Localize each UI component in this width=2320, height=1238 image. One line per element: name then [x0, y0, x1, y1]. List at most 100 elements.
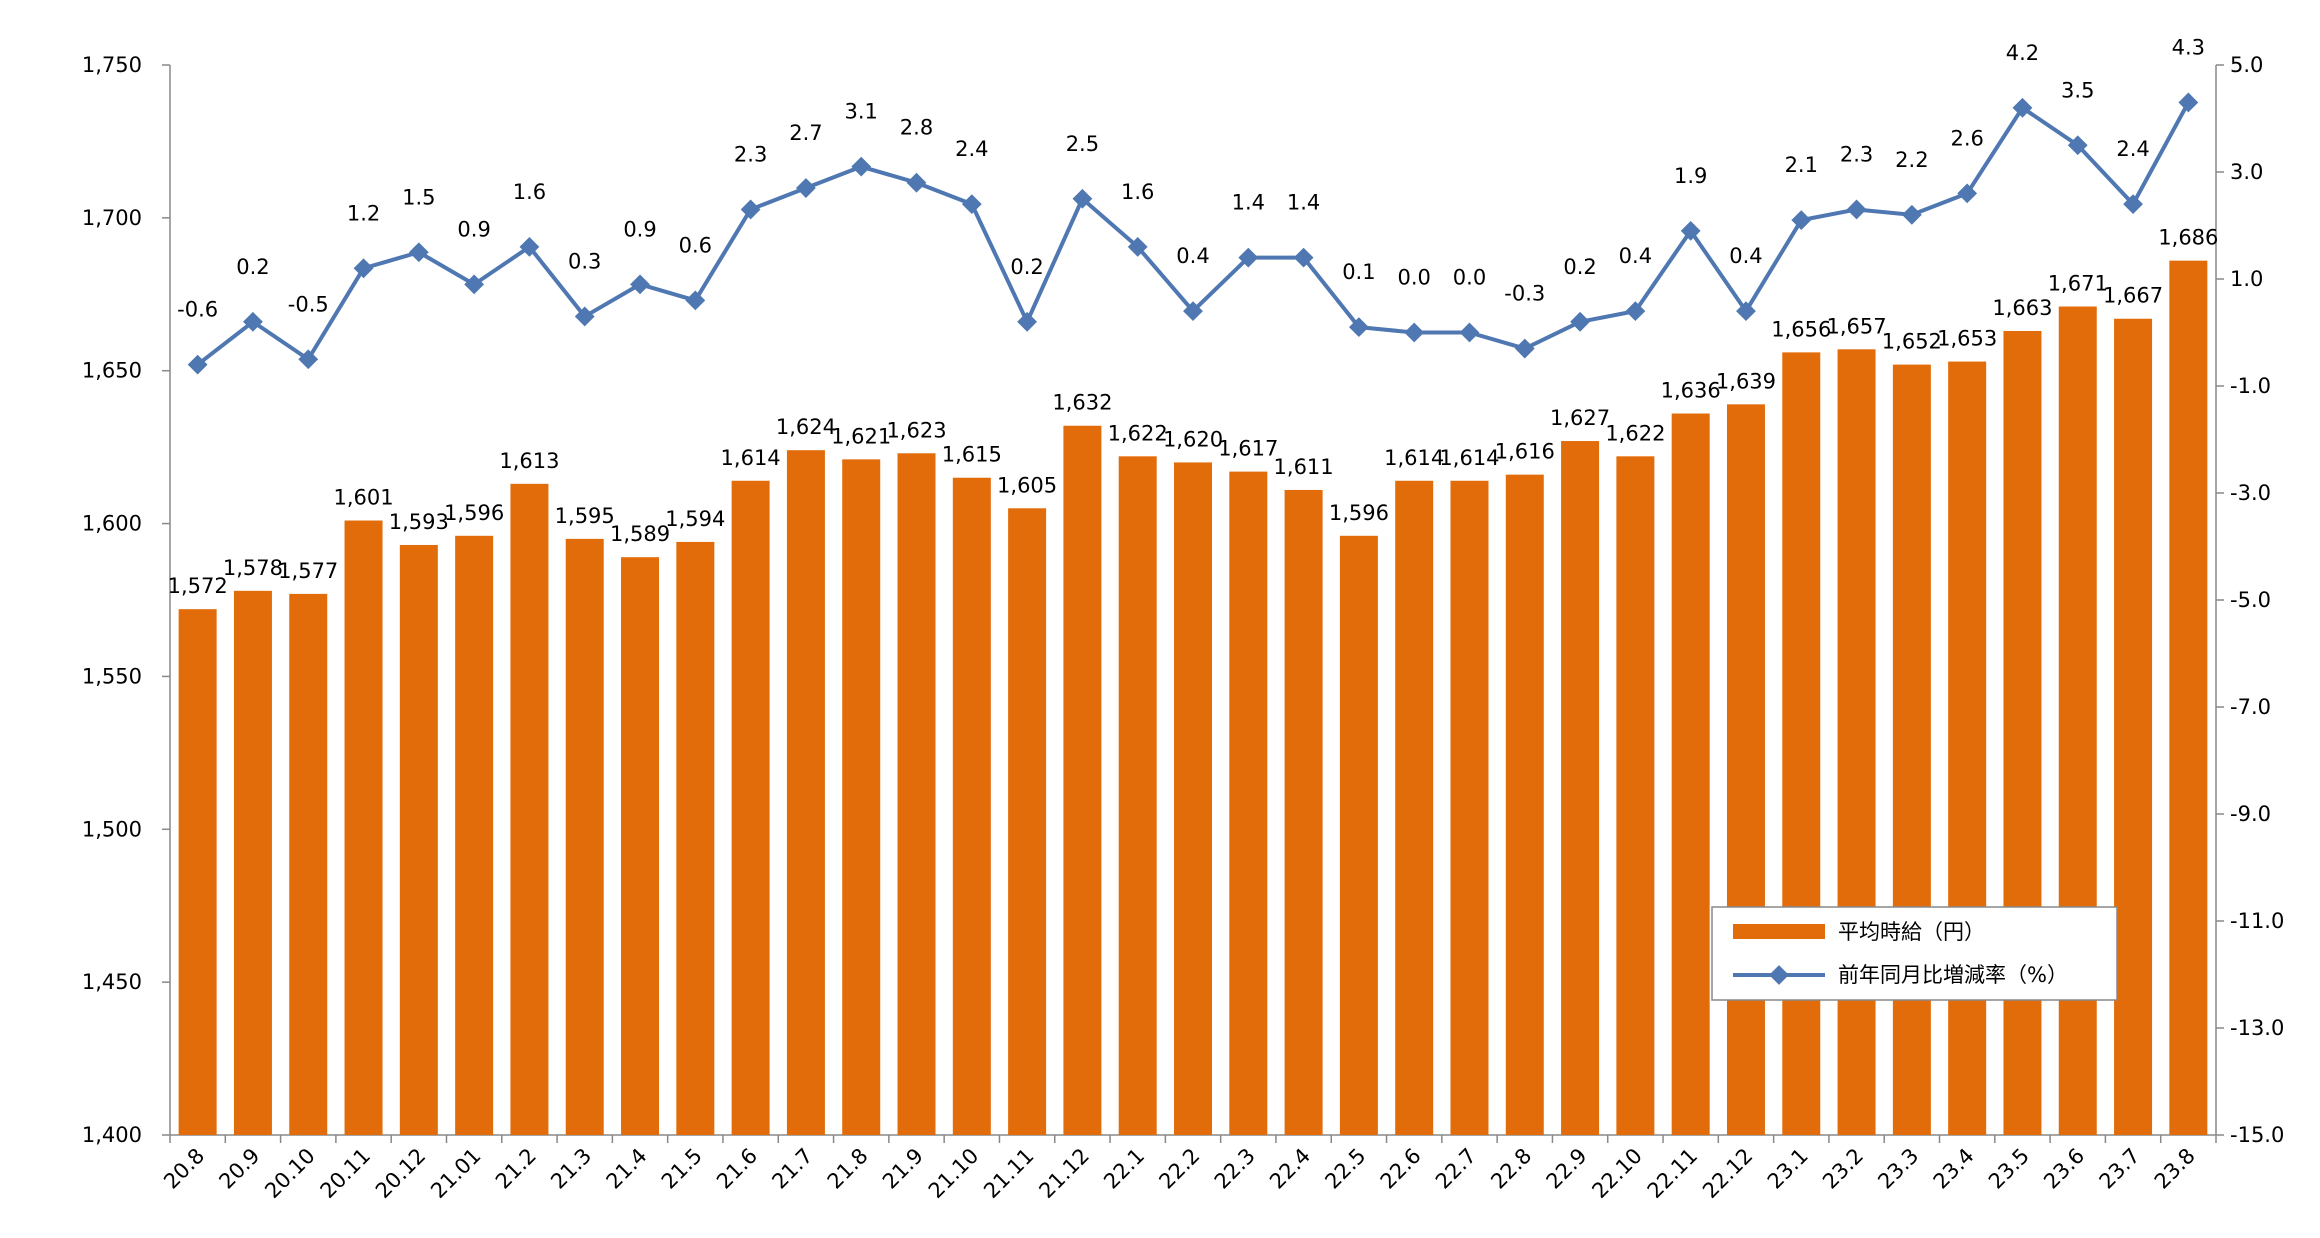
line-point	[574, 306, 595, 327]
bar-value-label: 1,627	[1550, 406, 1610, 430]
line-value-label: 0.4	[1729, 244, 1762, 268]
line-point	[906, 172, 927, 193]
left-tick-label: 1,500	[82, 817, 142, 841]
bar-value-label: 1,622	[1108, 421, 1168, 445]
bar	[1229, 471, 1268, 1136]
line-value-label: 3.1	[845, 100, 878, 124]
x-tick-label: 23.5	[1984, 1144, 2034, 1194]
bar-value-label: 1,656	[1771, 317, 1831, 341]
bar	[621, 557, 660, 1135]
x-tick-label: 22.2	[1154, 1144, 1204, 1194]
line-value-label: 3.5	[2061, 78, 2094, 102]
bar-value-label: 1,593	[389, 510, 449, 534]
line-point	[1459, 322, 1480, 343]
line-value-label: -0.6	[177, 298, 218, 322]
axes: 1,400 1,450 1,500 1,550 1,600 1,650 1,700 1,750…	[82, 53, 2284, 1147]
bar	[2003, 330, 2042, 1135]
bar-value-label: 1,671	[2048, 272, 2108, 296]
bar	[1837, 349, 1876, 1135]
line-value-label: 1.9	[1674, 164, 1707, 188]
right-tick-label: 5.0	[2230, 53, 2263, 77]
line-point	[961, 194, 982, 214]
bar	[1505, 474, 1544, 1136]
bar-value-label: 1,572	[168, 574, 228, 598]
bar-value-label: 1,652	[1882, 330, 1942, 354]
line-value-label: 2.1	[1785, 153, 1818, 177]
line-point	[1127, 237, 1148, 257]
bar-value-label: 1,621	[831, 424, 891, 448]
bar-value-label: 1,596	[1329, 501, 1389, 525]
x-tick-label: 21.12	[1034, 1144, 1093, 1203]
bar-value-label: 1,578	[223, 556, 283, 580]
line-point	[1017, 311, 1038, 332]
bar	[1395, 480, 1434, 1135]
line-point	[1514, 338, 1535, 359]
bar	[2114, 318, 2153, 1135]
line-value-label: 4.3	[2172, 35, 2205, 59]
x-tick-label: 22.4	[1265, 1144, 1315, 1194]
bar-value-label: 1,623	[886, 418, 946, 442]
bar	[1561, 441, 1600, 1135]
bar-value-label: 1,657	[1827, 314, 1887, 338]
line-value-label: 2.4	[2116, 137, 2149, 161]
line-point	[1957, 183, 1978, 204]
bar-value-label: 1,667	[2103, 284, 2163, 308]
legend-bar-label: 平均時給（円）	[1838, 920, 1985, 944]
x-tick-label: 20.8	[159, 1144, 209, 1194]
x-tick-label: 21.10	[924, 1144, 983, 1203]
right-tick-label: -13.0	[2230, 1016, 2284, 1040]
line-value-label: 0.2	[1010, 255, 1043, 279]
bar-value-label: 1,653	[1937, 327, 1997, 351]
line-point	[1238, 247, 1259, 268]
line-point	[243, 311, 263, 332]
line-value-label: 1.4	[1232, 191, 1265, 215]
bar	[676, 541, 715, 1135]
bar	[1118, 456, 1157, 1135]
legend-line-marker	[1769, 965, 1789, 985]
line-value-label: 0.1	[1342, 260, 1375, 284]
line-value-label: 2.5	[1066, 132, 1099, 156]
line-point	[796, 178, 816, 198]
line-path	[196, 101, 2191, 367]
line-point	[1625, 301, 1646, 321]
left-tick-label: 1,750	[82, 53, 142, 77]
line-point	[740, 199, 761, 220]
bar	[2058, 306, 2097, 1135]
bar	[786, 450, 825, 1135]
line-value-label: -0.5	[288, 292, 329, 316]
x-tick-label: 23.8	[2150, 1144, 2200, 1194]
legend-line-label: 前年同月比増減率（%）	[1838, 963, 2068, 987]
x-tick-label: 21.3	[546, 1144, 596, 1194]
line-point	[2178, 92, 2199, 113]
line-value-label: 0.3	[568, 249, 601, 273]
x-tick-label: 22.10	[1587, 1144, 1646, 1203]
line-value-label: 2.3	[1840, 142, 1873, 166]
left-tick-label: 1,400	[82, 1123, 142, 1147]
x-tick-label: 23.1	[1763, 1144, 1813, 1194]
x-tick-label: 23.4	[1929, 1144, 1979, 1194]
legend: 平均時給（円） 前年同月比増減率（%）	[1711, 906, 2118, 1001]
line-point	[408, 242, 429, 263]
x-tick-label: 22.11	[1643, 1144, 1702, 1203]
bar	[1782, 352, 1821, 1135]
bar	[731, 480, 770, 1135]
line-point	[2012, 97, 2033, 118]
x-tick-label: 20.12	[371, 1144, 430, 1203]
bar	[1726, 404, 1765, 1135]
right-tick-label: -1.0	[2230, 374, 2271, 398]
bar	[1339, 535, 1378, 1135]
bar	[1892, 364, 1931, 1136]
bar-value-label: 1,615	[942, 443, 1002, 467]
right-tick-label: -9.0	[2230, 802, 2271, 826]
bar-value-label: 1,663	[1992, 296, 2052, 320]
line-value-label: 0.2	[1563, 255, 1596, 279]
line-value-label: 0.0	[1397, 266, 1430, 290]
line-value-label: 2.3	[734, 142, 767, 166]
bar	[1008, 508, 1047, 1135]
line-point	[1183, 301, 1203, 321]
bar	[565, 538, 604, 1135]
bar	[455, 535, 494, 1135]
line-point	[187, 354, 208, 375]
x-tick-label: 21.01	[426, 1144, 485, 1203]
line-point	[1791, 210, 1812, 231]
